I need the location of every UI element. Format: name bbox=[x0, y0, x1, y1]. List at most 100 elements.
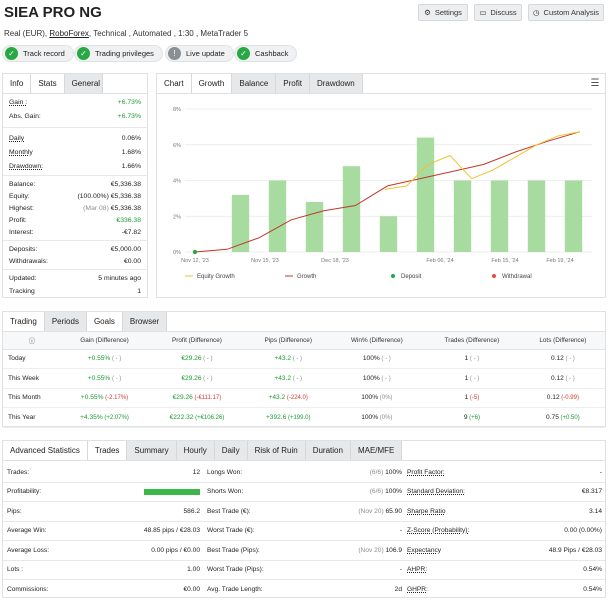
stat-label: Avg. Trade Length: bbox=[207, 585, 263, 593]
stat-row: Expectancy 48.9 Pips / €28.03 bbox=[407, 545, 602, 555]
y-tick-label: 2% bbox=[173, 214, 181, 220]
withdrawals-label: Withdrawals: bbox=[9, 258, 48, 265]
tab-goals[interactable]: Goals bbox=[86, 312, 123, 331]
tab-trading[interactable]: Trading bbox=[3, 312, 45, 331]
profit-label: Profit: bbox=[9, 217, 27, 224]
x-tick-label: Feb 15, '24 bbox=[491, 258, 518, 264]
cell-difference: (-2.17%) bbox=[103, 395, 129, 402]
cell-value: 1 bbox=[464, 355, 469, 363]
stat-label: Worst Trade (Pips): bbox=[207, 566, 264, 573]
broker-link[interactable]: RoboForex bbox=[49, 29, 89, 38]
tab-general[interactable]: General bbox=[64, 74, 103, 93]
bar bbox=[416, 137, 435, 252]
bar bbox=[564, 180, 583, 252]
cell-difference: (+€106.26) bbox=[193, 414, 225, 421]
cell-difference: (-0.99) bbox=[559, 395, 579, 402]
stat-value: 12 bbox=[192, 468, 200, 476]
cell-difference: (0%) bbox=[378, 395, 393, 402]
tab-hourly[interactable]: Hourly bbox=[176, 441, 215, 460]
tab-profit[interactable]: Profit bbox=[276, 74, 310, 93]
settings-label: Settings bbox=[434, 8, 462, 17]
tab-mae-mfe[interactable]: MAE/MFE bbox=[350, 441, 403, 460]
tab-stats[interactable]: Stats bbox=[31, 74, 65, 93]
tab-advanced-statistics[interactable]: Advanced Statistics bbox=[3, 441, 88, 460]
tab-summary[interactable]: Summary bbox=[127, 441, 177, 460]
stat-row: Longs Won: (6/6) 100% bbox=[207, 467, 402, 477]
legend-label: Deposit bbox=[401, 274, 422, 280]
y-tick-label: 8% bbox=[173, 107, 181, 113]
chat-icon: ▭ bbox=[479, 8, 487, 17]
tab-info[interactable]: Info bbox=[3, 74, 32, 93]
growth-chart: 0% 2% 4% 6% 8% Nov 12, '23 Nov 15, '23 Dec 18,… bbox=[173, 107, 592, 280]
table-row: Today +0.55% ( - ) €29.26 ( - ) +43.2 ( - )… bbox=[3, 349, 605, 369]
tab-balance[interactable]: Balance bbox=[232, 74, 277, 93]
profitability-fill bbox=[144, 488, 200, 495]
settings-button[interactable]: ⚙ Settings bbox=[418, 4, 468, 21]
custom-analysis-label: Custom Analysis bbox=[543, 8, 599, 17]
x-tick-label: Nov 12, '23 bbox=[181, 258, 209, 264]
cell-value: 100% bbox=[362, 374, 380, 382]
stat-label: Best Trade (Pips): bbox=[207, 546, 260, 554]
stat-value: 48.85 pips / €28.03 bbox=[143, 527, 200, 534]
track-record-badge[interactable]: ✓ Track record bbox=[2, 45, 74, 62]
y-tick-label: 4% bbox=[173, 179, 181, 185]
table-cell: 100% ( - ) bbox=[330, 368, 424, 389]
monthly-value: 1.68% bbox=[121, 149, 141, 156]
stat-label: Expectancy bbox=[407, 546, 442, 554]
stat-value: 1.00 bbox=[187, 566, 200, 573]
stat-label: Shorts Won: bbox=[207, 488, 244, 495]
discuss-button[interactable]: ▭ Discuss bbox=[474, 4, 522, 21]
tab-drawdown[interactable]: Drawdown bbox=[309, 74, 363, 93]
table-row: This Month +0.55% (-2.17%) €29.26 (-€111.1… bbox=[3, 388, 605, 408]
deposits-label: Deposits: bbox=[9, 246, 38, 253]
tab-browser[interactable]: Browser bbox=[122, 312, 168, 331]
periods-panel: Trading Periods Goals Browser ⓘ Gain (Di… bbox=[2, 311, 606, 428]
cell-difference: ( - ) bbox=[379, 375, 391, 382]
equity-percent: (100.00%) bbox=[77, 193, 109, 200]
cell-value: €29.26 bbox=[181, 374, 202, 382]
tab-growth[interactable]: Growth bbox=[191, 74, 233, 93]
cell-value: 9 bbox=[463, 413, 468, 421]
table-cell: €222.32 (+€106.26) bbox=[148, 407, 246, 428]
highest-label: Highest: bbox=[9, 205, 34, 212]
table-row: This Year +4.35% (+2.07%) €222.32 (+€106.2… bbox=[3, 407, 605, 428]
table-cell: +0.55% ( - ) bbox=[61, 368, 149, 389]
stat-value-group: 2d bbox=[395, 586, 402, 593]
cell-difference: ( - ) bbox=[201, 375, 213, 382]
tab-duration[interactable]: Duration bbox=[305, 441, 351, 460]
cell-difference: ( - ) bbox=[468, 375, 480, 382]
stat-note: (6/6) bbox=[369, 468, 386, 476]
cell-value: 1 bbox=[464, 394, 469, 402]
tab-trades[interactable]: Trades bbox=[87, 441, 128, 460]
table-cell: +43.2 (-224.0) bbox=[245, 388, 331, 408]
tab-chart[interactable]: Chart bbox=[157, 74, 192, 93]
tab-risk-of-ruin[interactable]: Risk of Ruin bbox=[247, 441, 306, 460]
cell-value: +43.2 bbox=[274, 374, 292, 382]
bar bbox=[527, 180, 546, 252]
trading-privileges-badge[interactable]: ✓ Trading privileges bbox=[74, 45, 163, 62]
cell-difference: (-224.0) bbox=[285, 395, 308, 402]
cell-value: €222.32 bbox=[169, 413, 194, 421]
cashback-badge[interactable]: ✓ Cashback bbox=[234, 45, 298, 62]
custom-analysis-button[interactable]: ◷ Custom Analysis bbox=[528, 4, 604, 21]
bar bbox=[453, 180, 472, 252]
account-subtitle: Real (EUR), RoboForex, Technical , Autom… bbox=[4, 29, 248, 38]
badge-label: Live update bbox=[186, 49, 225, 58]
stat-value: €8.317 bbox=[581, 488, 602, 495]
cell-value: 100% bbox=[361, 394, 379, 402]
info-icon: ⓘ bbox=[3, 332, 61, 350]
chart-settings-icon[interactable]: ☰ bbox=[590, 78, 600, 89]
bar bbox=[379, 216, 398, 252]
stat-label: Pips: bbox=[7, 507, 22, 515]
cell-difference: ( - ) bbox=[201, 356, 213, 363]
tab-periods[interactable]: Periods bbox=[44, 312, 87, 331]
tab-daily[interactable]: Daily bbox=[214, 441, 248, 460]
live-update-badge[interactable]: ! Live update bbox=[165, 45, 234, 62]
stat-label: Average Win: bbox=[7, 527, 47, 534]
equity-growth-series-line bbox=[384, 131, 581, 190]
cell-value: 1 bbox=[464, 374, 469, 382]
stat-label: Worst Trade (€): bbox=[207, 527, 255, 534]
balance-value: €5,336.38 bbox=[110, 181, 141, 188]
stat-value: 100% bbox=[385, 468, 402, 476]
growth-series-line bbox=[194, 131, 581, 253]
